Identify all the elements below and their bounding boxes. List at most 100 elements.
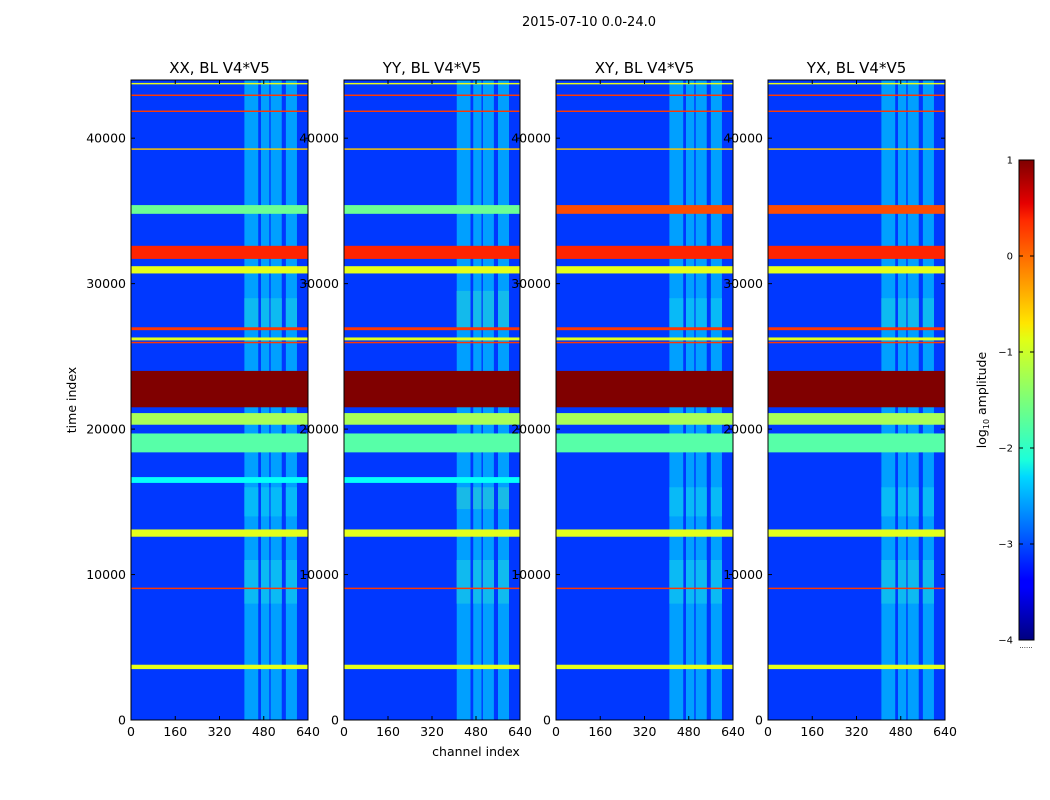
heatmap-row [131,94,308,96]
heatmap-row [131,664,308,670]
colorbar-ticks: 1 0 −1 −2 −3 −4 [998,156,1034,647]
heatmap-row [556,110,733,112]
heatmap-row [768,529,945,537]
y-tick-label: 20000 [723,422,763,437]
heatmap-row [768,587,945,590]
x-tick-label: 160 [800,724,824,739]
heatmap-row [344,413,520,425]
heatmap-row [131,337,308,341]
colorbar-label-log: log [974,429,989,448]
y-tick-label: 40000 [511,131,551,146]
heatmap-row [344,477,520,483]
y-tick-label: 10000 [511,567,551,582]
heatmap-body [344,80,520,720]
y-tick-label: 0 [543,713,551,728]
y-tick-label: 40000 [86,131,126,146]
heatmap-row [768,266,945,274]
x-tick-label: 0 [340,724,348,739]
y-tick-label: 20000 [511,422,551,437]
heatmap-row [131,266,308,274]
heatmap-row [556,327,733,331]
heatmap-panel: XY, BL V4*V5 0 160 320 480 640 0 10000 20000 3000… [511,59,745,739]
x-tick-label: 640 [933,724,957,739]
x-tick-label: 160 [588,724,612,739]
heatmap-row [131,413,308,425]
heatmap-row [131,327,308,331]
heatmap-row [344,148,520,150]
heatmap-row [131,148,308,150]
heatmap-row [556,205,733,214]
heatmap-row [131,205,308,214]
figure-suptitle: 2015-07-10 0.0-24.0 [522,15,656,30]
colorbar-label: log10 amplitude [974,351,991,448]
heatmap-row [768,327,945,331]
x-tick-label: 320 [420,724,444,739]
x-tick-label: 640 [508,724,532,739]
y-tick-label: 30000 [299,276,339,291]
heatmap-row [556,341,733,344]
y-tick-label: 0 [118,713,126,728]
heatmap-body [768,80,945,720]
y-tick-label: 20000 [86,422,126,437]
panel-title: XX, BL V4*V5 [169,59,270,77]
heatmap-row [344,205,520,214]
x-tick-label: 320 [208,724,232,739]
heatmap-body [556,80,733,720]
heatmap-row [768,433,945,453]
heatmap-row [344,370,520,408]
y-tick-label: 10000 [86,567,126,582]
y-tick-label: 10000 [723,567,763,582]
heatmap-row [556,413,733,425]
heatmap-row [556,370,733,408]
heatmap-row [344,266,520,274]
panel-title: YX, BL V4*V5 [806,59,907,77]
heatmap-row [768,110,945,112]
x-tick-label: 480 [677,724,701,739]
heatmap-row [344,94,520,96]
x-tick-label: 0 [552,724,560,739]
heatmap-row [131,370,308,408]
colorbar-tick-label: −1 [998,348,1013,359]
heatmap-row [768,94,945,96]
y-tick-label: 20000 [299,422,339,437]
heatmap-row [344,433,520,453]
y-tick-label: 40000 [299,131,339,146]
heatmap-row [344,110,520,112]
x-tick-label: 480 [889,724,913,739]
colorbar-tick-label: −2 [998,444,1013,455]
y-tick-label: 0 [331,713,339,728]
heatmap-row [131,245,308,259]
heatmap-row [768,370,945,408]
heatmap-row [768,664,945,670]
colorbar: 10−1−2−3−4 log10 amplitude ...... [974,156,1035,650]
heatmap-row [768,341,945,344]
heatmap-row [768,245,945,259]
colorbar-label-rest: amplitude [974,351,989,418]
heatmap-row [131,110,308,112]
y-tick-label: 30000 [511,276,551,291]
heatmap-row [556,529,733,537]
heatmap-row [344,664,520,670]
heatmap-panel: YX, BL V4*V5 0 160 320 480 640 0 10000 20000 3000… [723,59,957,739]
heatmap-row [344,341,520,344]
y-tick-label: 10000 [299,567,339,582]
colorbar-extra-dots: ...... [1019,642,1032,650]
panel-title: YY, BL V4*V5 [382,59,481,77]
x-tick-label: 160 [376,724,400,739]
heatmap-row [131,529,308,537]
heatmap-body [131,80,308,720]
heatmap-row [768,148,945,150]
x-tick-label: 320 [845,724,869,739]
colorbar-tick-label: 1 [1007,156,1013,167]
x-tick-label: 0 [764,724,772,739]
heatmap-panel: XX, BL V4*V5 0 160 320 480 640 0 10000 20000 3000… [86,59,320,739]
x-axis-label: channel index [432,744,520,759]
colorbar-label-sub: 10 [982,419,991,429]
heatmap-row [556,245,733,259]
y-tick-label: 40000 [723,131,763,146]
heatmap-row [768,205,945,214]
heatmap-row [344,529,520,537]
heatmap-row [344,327,520,331]
heatmap-row [344,337,520,341]
x-tick-label: 320 [633,724,657,739]
